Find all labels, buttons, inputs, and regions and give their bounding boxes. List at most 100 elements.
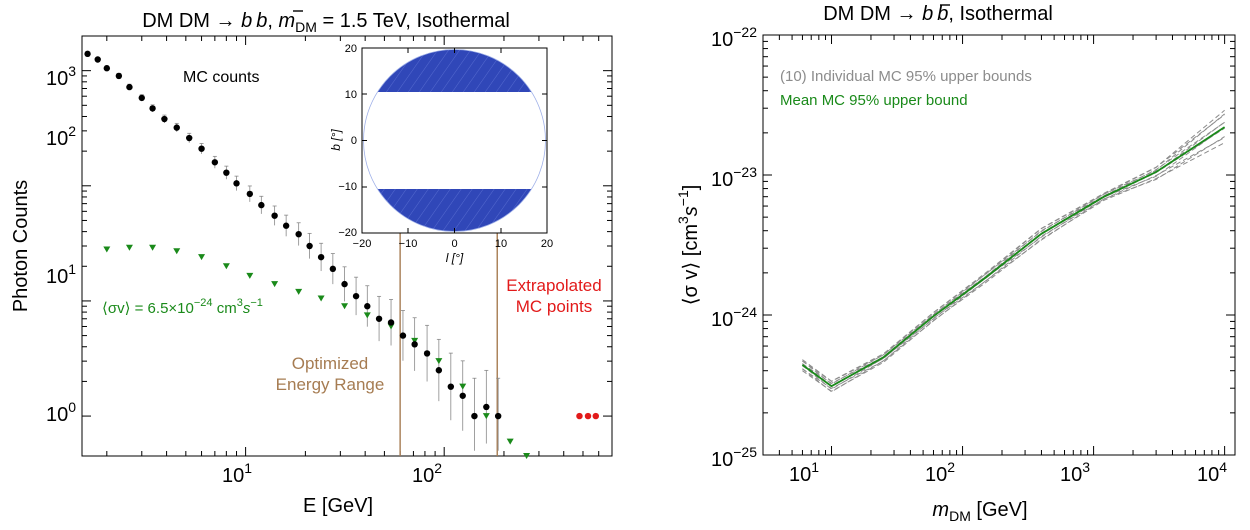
mc-point — [211, 159, 219, 166]
right-xtick-label: 102 — [925, 459, 955, 486]
signal-point — [341, 303, 349, 310]
mc-point — [186, 134, 193, 142]
inset-ytick-label: 20 — [345, 43, 357, 55]
right-y-axis-label: ⟨σ v⟩ [cm3s−1] — [675, 185, 702, 306]
signal-point — [246, 272, 254, 279]
mc-point — [459, 392, 466, 399]
individual-bound-curve — [802, 109, 1225, 382]
signal-point — [198, 254, 206, 261]
left-xtick-label: 101 — [222, 460, 252, 487]
individual-bound-curve — [802, 127, 1225, 387]
mc-point — [423, 350, 431, 357]
signal-point — [295, 288, 303, 295]
inset-y-tick-labels: 20 10 0 −10 −20 — [338, 43, 357, 239]
mc-point — [258, 201, 265, 209]
mc-point — [329, 265, 337, 273]
signal-point — [103, 246, 111, 253]
mc-point — [173, 124, 180, 131]
signal-point — [125, 244, 133, 251]
signal-point — [317, 295, 325, 302]
mc-point — [126, 83, 133, 91]
mc-point — [282, 222, 290, 229]
individual-bound-curve — [802, 136, 1225, 393]
mc-counts-label: MC counts — [183, 69, 259, 86]
inset-x-tick-labels: −20 −10 0 10 20 — [353, 238, 553, 250]
individual-bound-curve — [802, 142, 1225, 392]
mc-point — [223, 169, 230, 176]
left-x-axis-tick-labels: 101 102 — [222, 460, 442, 487]
mc-point — [271, 212, 278, 219]
left-y-axis-label: Photon Counts — [10, 180, 32, 312]
signal-point — [523, 453, 531, 459]
extrapolated-point — [584, 412, 592, 420]
mc-point — [138, 94, 145, 102]
extrapolated-point — [592, 412, 599, 420]
inset-ytick-label: −10 — [338, 181, 357, 193]
mean-bound-curve — [801, 126, 1226, 388]
inset-xtick-label: 0 — [451, 238, 457, 250]
mc-point — [341, 280, 348, 288]
right-xtick-label: 104 — [1197, 459, 1227, 486]
mc-point — [494, 412, 502, 420]
inset-ytick-label: 10 — [345, 89, 357, 101]
right-ytick-label: 10−22 — [711, 24, 757, 51]
mc-point — [233, 180, 240, 187]
left-axis-ticks — [82, 35, 613, 456]
right-ytick-label: 10−24 — [711, 304, 757, 331]
mc-point — [317, 253, 325, 261]
extrapolated-label-line2: MC points — [516, 297, 593, 316]
mc-point — [84, 50, 91, 58]
signal-point — [459, 383, 467, 390]
inset-roi-map: −20 −10 0 10 20 20 10 0 −10 −20 l [°] b … — [329, 43, 553, 265]
mc-point — [103, 65, 111, 72]
mc-point — [306, 242, 313, 250]
inset-xtick-label: 10 — [495, 238, 507, 250]
right-axis-ticks — [762, 35, 1235, 456]
inset-xtick-label: −20 — [353, 238, 372, 250]
inset-ticks — [361, 47, 548, 234]
optimized-range-label-line1: Optimized — [292, 354, 369, 373]
legend-mean: Mean MC 95% upper bound — [780, 92, 968, 109]
mc-point — [352, 292, 360, 300]
right-xtick-label: 101 — [789, 459, 819, 486]
inset-ytick-label: 0 — [351, 135, 357, 147]
inset-x-label: l [°] — [446, 251, 464, 265]
signal-point — [506, 438, 514, 445]
signal-point — [363, 312, 371, 319]
inset-y-label: b [°] — [329, 129, 343, 151]
inset-xtick-label: 20 — [541, 238, 553, 250]
left-ytick-label: 102 — [46, 123, 76, 150]
left-x-axis-label: E [GeV] — [303, 495, 373, 517]
signal-point — [173, 248, 181, 255]
mc-point — [471, 412, 478, 420]
signal-point — [482, 413, 490, 420]
mc-point — [447, 383, 455, 390]
mc-point — [115, 72, 123, 80]
signal-series — [103, 244, 531, 459]
mc-point — [483, 403, 490, 411]
optimized-range-label-line2: Energy Range — [276, 375, 385, 394]
right-title: DM DM → b b, Isothermal — [823, 3, 1053, 25]
mc-point — [246, 190, 254, 198]
signal-point — [435, 358, 443, 365]
signal-point — [149, 244, 157, 251]
inset-xtick-label: −10 — [399, 238, 418, 250]
mc-point — [149, 105, 156, 112]
left-title: DM DM → b b, mDM = 1.5 TeV, Isothermal — [142, 10, 510, 35]
individual-bound-curve — [802, 137, 1225, 389]
sigma-v-label: ⟨σv⟩ = 6.5×10−24 cm3s−1 — [102, 297, 263, 317]
individual-bounds-series — [802, 109, 1225, 393]
left-ytick-label: 103 — [46, 63, 76, 90]
left-ytick-label: 101 — [46, 261, 76, 288]
right-plot-frame — [762, 34, 1236, 456]
mc-point — [435, 367, 443, 374]
left-ytick-label: 100 — [46, 399, 76, 426]
right-x-axis-label: mDM [GeV] — [932, 499, 1027, 524]
mc-point — [375, 315, 383, 322]
right-ytick-label: 10−25 — [711, 444, 757, 471]
mc-point — [411, 341, 418, 348]
right-ytick-label: 10−23 — [711, 164, 757, 191]
signal-point — [222, 263, 230, 270]
signal-point — [271, 281, 279, 288]
